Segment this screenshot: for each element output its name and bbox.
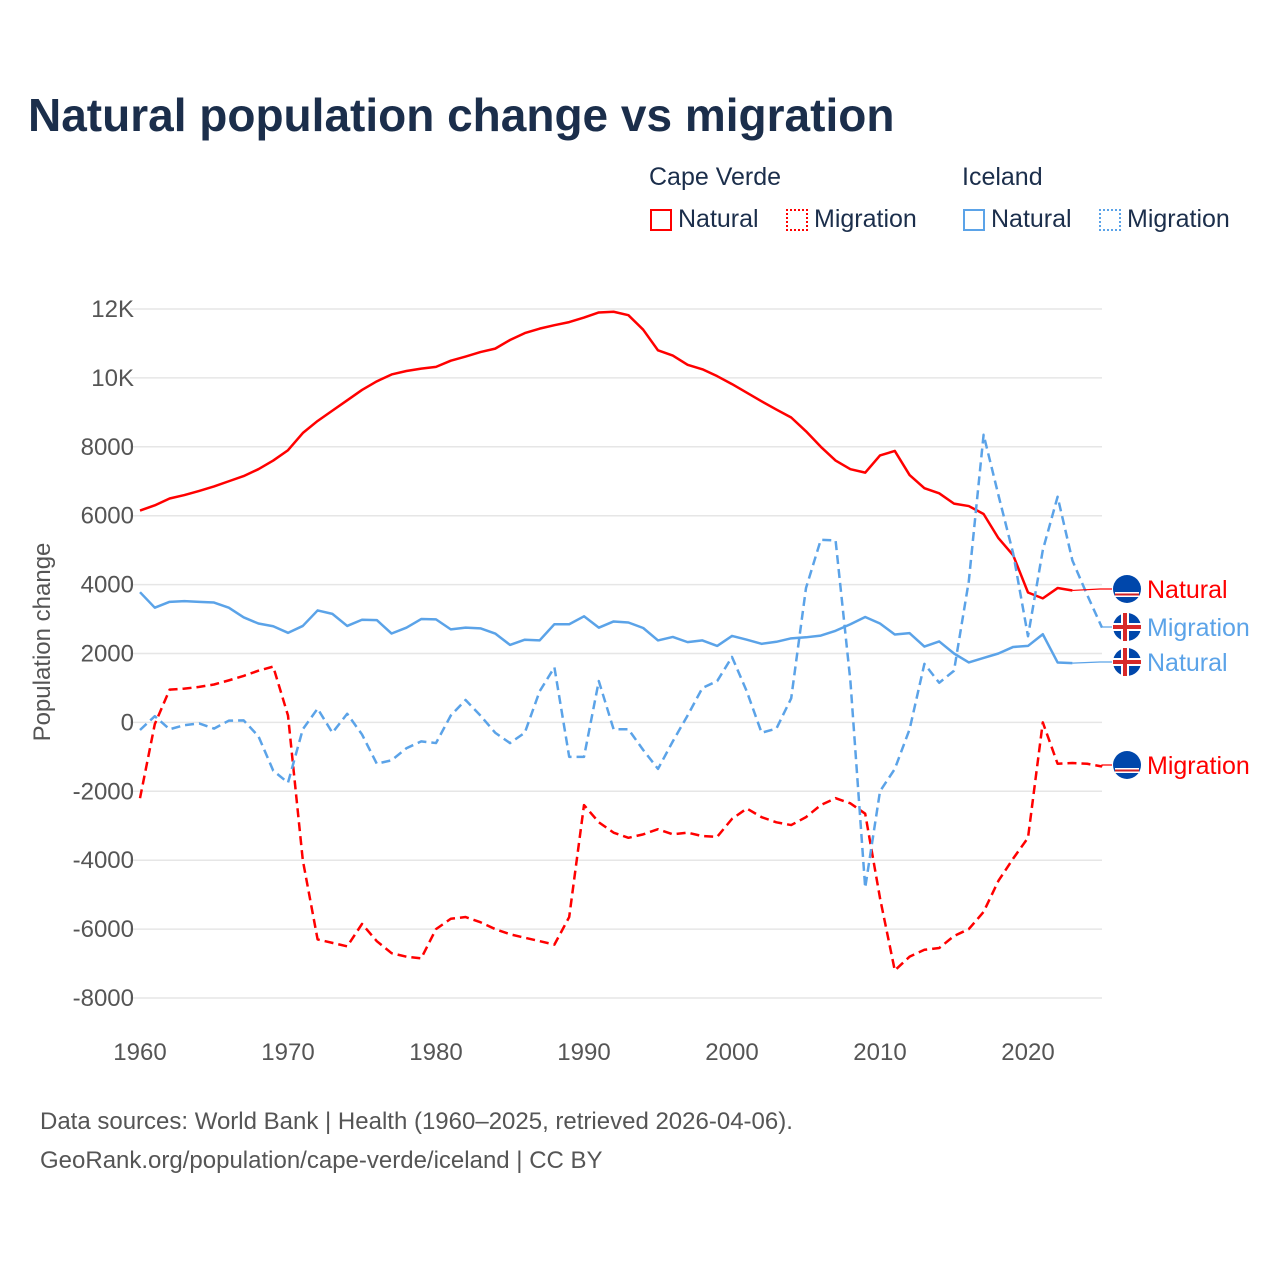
x-tick-label: 2020 <box>1001 1039 1054 1066</box>
footer-source: Data sources: World Bank | Health (1960–… <box>40 1108 793 1135</box>
flag-circle <box>1113 575 1141 603</box>
y-tick-label: 8000 <box>81 434 134 461</box>
x-tick-label: 1980 <box>409 1039 462 1066</box>
end-label: Natural <box>1147 649 1228 677</box>
y-tick-label: 2000 <box>81 641 134 668</box>
y-tick-label: 4000 <box>81 572 134 599</box>
flag-stripe <box>1115 769 1139 772</box>
end-label-connector <box>1072 588 1112 592</box>
y-tick-label: -4000 <box>73 847 134 874</box>
end-label: Migration <box>1147 614 1250 642</box>
y-tick-label: 0 <box>121 709 134 736</box>
flag-circle <box>1113 751 1141 779</box>
legend-swatch-solid-red <box>650 208 672 231</box>
y-tick-label: -2000 <box>73 778 134 805</box>
end-label-connector <box>1101 764 1112 767</box>
legend-label: Migration <box>1127 205 1230 233</box>
iceland-flag-icon <box>1113 613 1141 641</box>
flag-cross <box>1123 648 1127 676</box>
series-line-cape-verde-natural <box>139 310 1073 600</box>
chart-title: Natural population change vs migration <box>28 89 895 141</box>
legend-swatch-dotted-red <box>786 208 808 231</box>
x-tick-label: 2000 <box>705 1039 758 1066</box>
y-tick-label: 12K <box>91 296 134 323</box>
series-line-iceland-migration <box>139 433 1104 890</box>
series-line-cape-verde-migration <box>138 665 1103 972</box>
legend-label: Migration <box>814 205 917 233</box>
legend-swatch-solid-blue <box>963 208 985 231</box>
end-label-connector <box>1101 626 1112 628</box>
legend-group-cape-verde: Cape Verde <box>649 163 782 191</box>
x-tick-label: 1960 <box>113 1039 166 1066</box>
end-label: Natural <box>1147 576 1228 604</box>
legend-cv-natural[interactable]: Natural <box>650 205 759 234</box>
end-label-connector <box>1072 661 1112 664</box>
cape-verde-flag-icon <box>1113 751 1141 779</box>
series-line-iceland-natural <box>139 591 1073 665</box>
legend-swatch-dotted-blue <box>1099 208 1121 231</box>
legend-label: Natural <box>991 205 1072 233</box>
legend-cv-migration[interactable]: Migration <box>786 205 917 234</box>
flag-stripe <box>1115 593 1139 596</box>
legend-label: Natural <box>678 205 759 233</box>
end-label: Migration <box>1147 752 1250 780</box>
y-tick-label: -8000 <box>73 985 134 1012</box>
y-axis-label: Population change <box>29 543 56 742</box>
legend-group-iceland: Iceland <box>962 163 1043 191</box>
flag-cross <box>1123 613 1127 641</box>
cape-verde-flag-icon <box>1113 575 1141 603</box>
x-tick-label: 1970 <box>261 1039 314 1066</box>
x-tick-label: 2010 <box>853 1039 906 1066</box>
footer-link[interactable]: GeoRank.org/population/cape-verde/icelan… <box>40 1147 603 1174</box>
y-tick-label: 6000 <box>81 503 134 530</box>
legend-is-natural[interactable]: Natural <box>963 205 1072 234</box>
y-tick-label: -6000 <box>73 916 134 943</box>
y-tick-label: 10K <box>91 365 134 392</box>
iceland-flag-icon <box>1113 648 1141 676</box>
x-tick-label: 1990 <box>557 1039 610 1066</box>
legend-is-migration[interactable]: Migration <box>1099 205 1230 234</box>
